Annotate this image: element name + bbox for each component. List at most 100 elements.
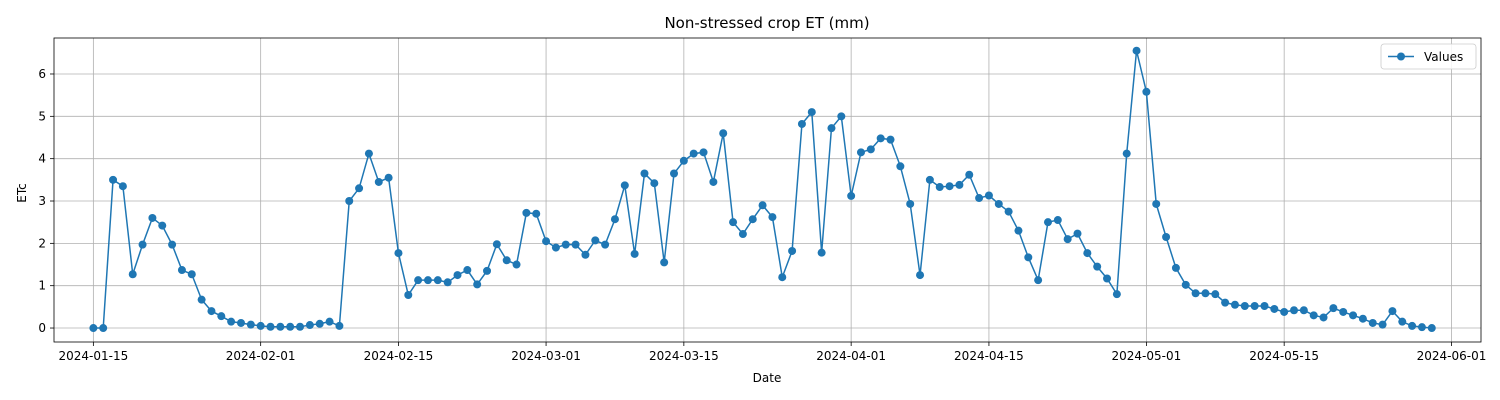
data-point — [1388, 307, 1397, 316]
data-point — [1230, 300, 1239, 309]
data-point — [217, 312, 226, 321]
data-point — [1398, 317, 1407, 326]
data-point — [630, 249, 639, 258]
y-tick-label: 6 — [38, 67, 46, 81]
data-point — [807, 108, 816, 117]
data-point — [660, 258, 669, 267]
data-point — [1408, 321, 1417, 330]
data-point — [99, 324, 108, 333]
x-tick-label: 2024-03-01 — [511, 349, 581, 363]
data-point — [1181, 280, 1190, 289]
series-line — [93, 50, 1432, 329]
data-point — [1211, 290, 1220, 299]
data-point — [1201, 289, 1210, 298]
data-point — [1309, 311, 1318, 320]
data-point — [620, 181, 629, 190]
y-tick-label: 2 — [38, 236, 46, 250]
x-tick-label: 2024-04-15 — [954, 349, 1024, 363]
data-point — [433, 276, 442, 285]
data-point — [542, 237, 551, 246]
data-point — [187, 270, 196, 279]
data-point — [866, 145, 875, 154]
data-point — [305, 321, 314, 330]
data-point — [1270, 304, 1279, 313]
data-point — [1043, 218, 1052, 227]
data-point — [423, 276, 432, 285]
data-point — [551, 243, 560, 252]
x-tick-label: 2024-04-01 — [816, 349, 886, 363]
plot-area — [53, 37, 1482, 343]
series-values — [89, 46, 1436, 333]
data-point — [896, 162, 905, 171]
y-tick-label: 1 — [38, 279, 46, 293]
data-point — [975, 194, 984, 203]
chart-title: Non-stressed crop ET (mm) — [664, 14, 869, 32]
data-point — [1103, 274, 1112, 283]
data-point — [89, 324, 98, 333]
data-point — [837, 112, 846, 121]
x-tick-label: 2024-02-15 — [364, 349, 434, 363]
data-point — [276, 322, 285, 331]
data-point — [266, 322, 275, 331]
data-point — [296, 322, 305, 331]
data-point — [788, 246, 797, 255]
data-point — [856, 148, 865, 157]
data-point — [738, 230, 747, 239]
data-point — [1358, 314, 1367, 323]
data-point — [1240, 302, 1249, 311]
data-point — [364, 149, 373, 158]
y-tick-label: 0 — [38, 321, 46, 335]
legend: Values — [1380, 43, 1477, 70]
data-point — [384, 173, 393, 182]
data-point — [797, 119, 806, 128]
data-point — [355, 184, 364, 193]
data-point — [128, 270, 137, 279]
data-point — [1112, 290, 1121, 299]
data-point — [414, 276, 423, 285]
data-point — [994, 199, 1003, 208]
data-point — [522, 208, 531, 217]
data-point — [1162, 233, 1171, 241]
data-point — [955, 180, 964, 189]
data-point — [1063, 235, 1072, 244]
data-point — [925, 175, 934, 184]
data-point — [1368, 318, 1377, 327]
data-point — [207, 307, 216, 316]
data-point — [246, 320, 255, 329]
data-point — [827, 124, 836, 133]
data-point — [492, 240, 501, 249]
data-point — [1349, 311, 1358, 320]
data-point — [374, 177, 383, 186]
data-point — [640, 169, 649, 178]
data-point — [610, 215, 619, 224]
axis-ticks: 2024-01-15 2024-02-01 2024-02-15 2024-03-01… — [38, 67, 1486, 363]
data-point — [512, 260, 521, 269]
data-point — [168, 240, 177, 249]
y-tick-label: 5 — [38, 109, 46, 123]
grid — [54, 38, 1481, 342]
data-point — [1004, 207, 1013, 216]
data-point — [1014, 226, 1023, 235]
data-point — [984, 191, 993, 200]
x-tick-label: 2024-01-15 — [58, 349, 128, 363]
data-point — [118, 182, 127, 191]
data-point — [709, 177, 718, 186]
data-point — [561, 240, 570, 249]
data-point — [571, 240, 580, 249]
data-point — [965, 170, 974, 179]
data-point — [335, 321, 344, 330]
data-point — [197, 295, 206, 304]
data-point — [325, 317, 334, 326]
data-point — [1083, 249, 1092, 258]
data-point — [1378, 320, 1387, 329]
data-point — [1053, 216, 1062, 225]
data-point — [1152, 199, 1161, 208]
data-point — [394, 249, 403, 258]
x-tick-label: 2024-06-01 — [1417, 349, 1487, 363]
data-point — [463, 266, 472, 275]
x-tick-label: 2024-05-01 — [1112, 349, 1182, 363]
legend-label: Values — [1424, 50, 1463, 64]
data-point — [876, 134, 885, 143]
data-point — [847, 191, 856, 200]
